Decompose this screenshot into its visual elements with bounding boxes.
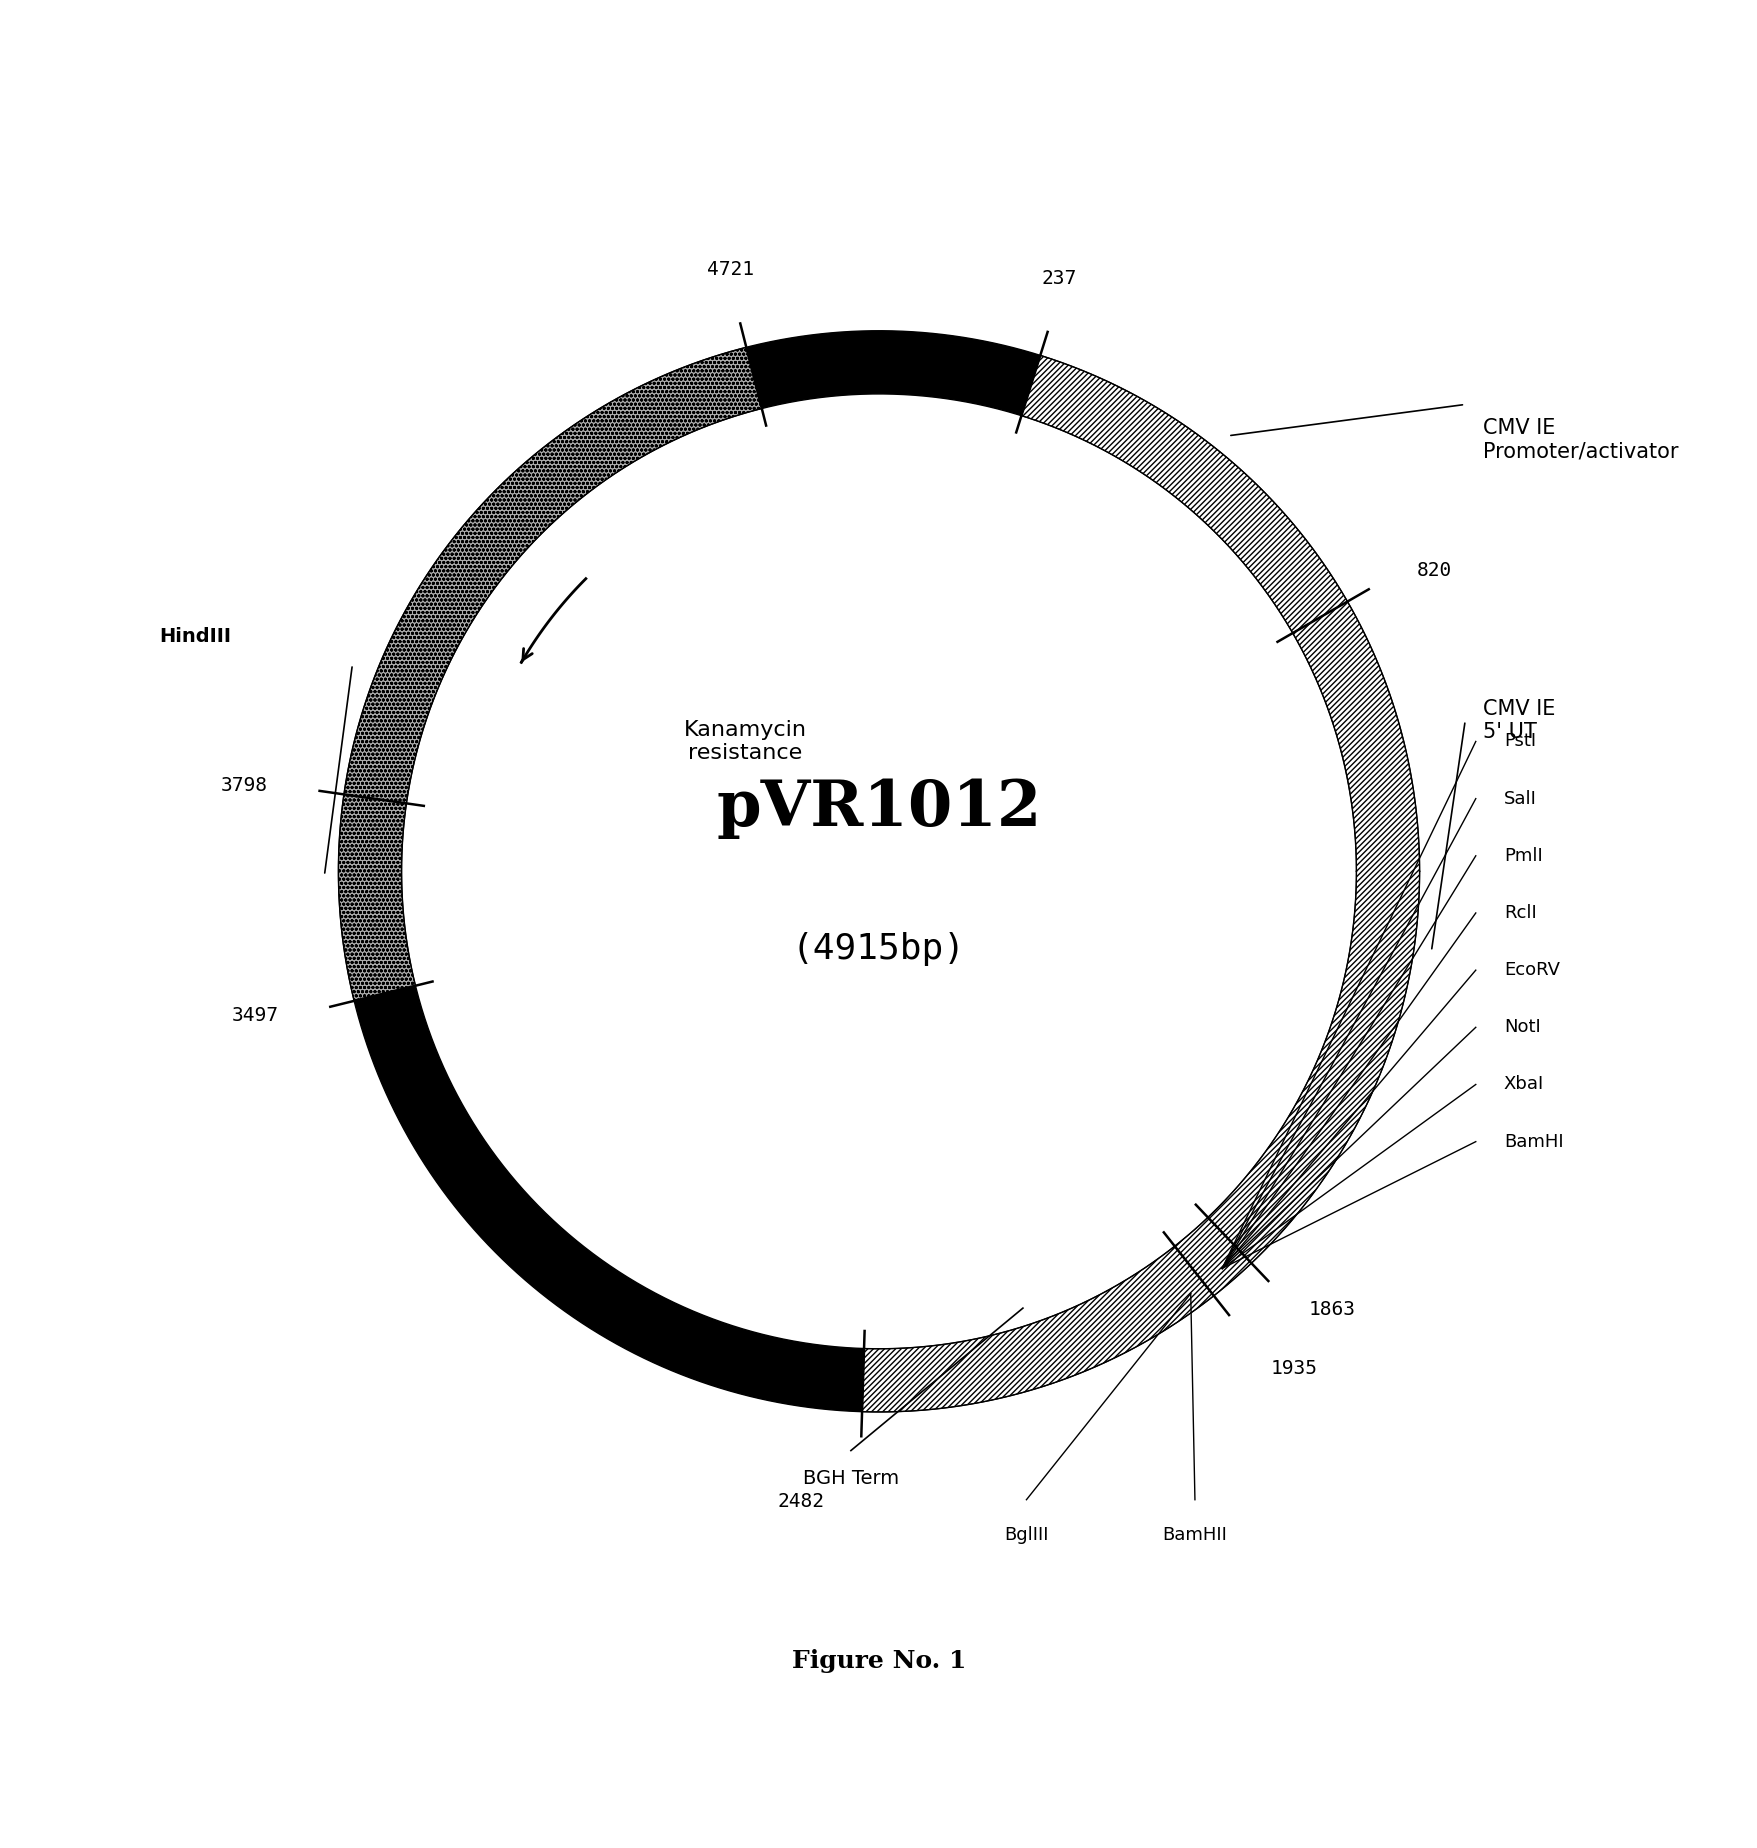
Text: 1863: 1863 [1309, 1299, 1355, 1318]
Text: pVR1012: pVR1012 [715, 778, 1042, 839]
Text: 2482: 2482 [778, 1493, 824, 1512]
Text: CMV IE
5' UT: CMV IE 5' UT [1481, 699, 1555, 743]
Text: Kanamycin
resistance: Kanamycin resistance [683, 721, 806, 763]
Polygon shape [861, 1246, 1212, 1412]
Text: EcoRV: EcoRV [1502, 961, 1558, 979]
Text: 237: 237 [1040, 270, 1075, 288]
Text: SalI: SalI [1502, 789, 1536, 808]
Text: 820: 820 [1416, 560, 1451, 580]
Polygon shape [1174, 1218, 1251, 1295]
Polygon shape [1021, 355, 1346, 634]
Text: PstI: PstI [1502, 732, 1536, 750]
Text: NotI: NotI [1502, 1018, 1539, 1037]
Text: (4915bp): (4915bp) [792, 931, 965, 965]
Text: BamHI: BamHI [1502, 1133, 1562, 1151]
Text: HindIII: HindIII [160, 626, 232, 645]
Text: CMV IE
Promoter/activator: CMV IE Promoter/activator [1481, 418, 1678, 462]
Text: 3497: 3497 [232, 1007, 279, 1026]
Text: BamHII: BamHII [1161, 1526, 1226, 1543]
Text: Figure No. 1: Figure No. 1 [791, 1648, 966, 1672]
Text: RclI: RclI [1502, 904, 1536, 922]
Text: 3798: 3798 [220, 776, 267, 795]
Polygon shape [337, 331, 1420, 1412]
Text: 1935: 1935 [1270, 1358, 1318, 1379]
Polygon shape [337, 347, 761, 1002]
Text: 4721: 4721 [706, 261, 754, 279]
Text: BglIII: BglIII [1003, 1526, 1049, 1543]
Text: XbaI: XbaI [1502, 1076, 1543, 1094]
Text: PmlI: PmlI [1502, 846, 1541, 865]
Text: BGH Term: BGH Term [803, 1469, 898, 1488]
Polygon shape [1207, 602, 1420, 1264]
